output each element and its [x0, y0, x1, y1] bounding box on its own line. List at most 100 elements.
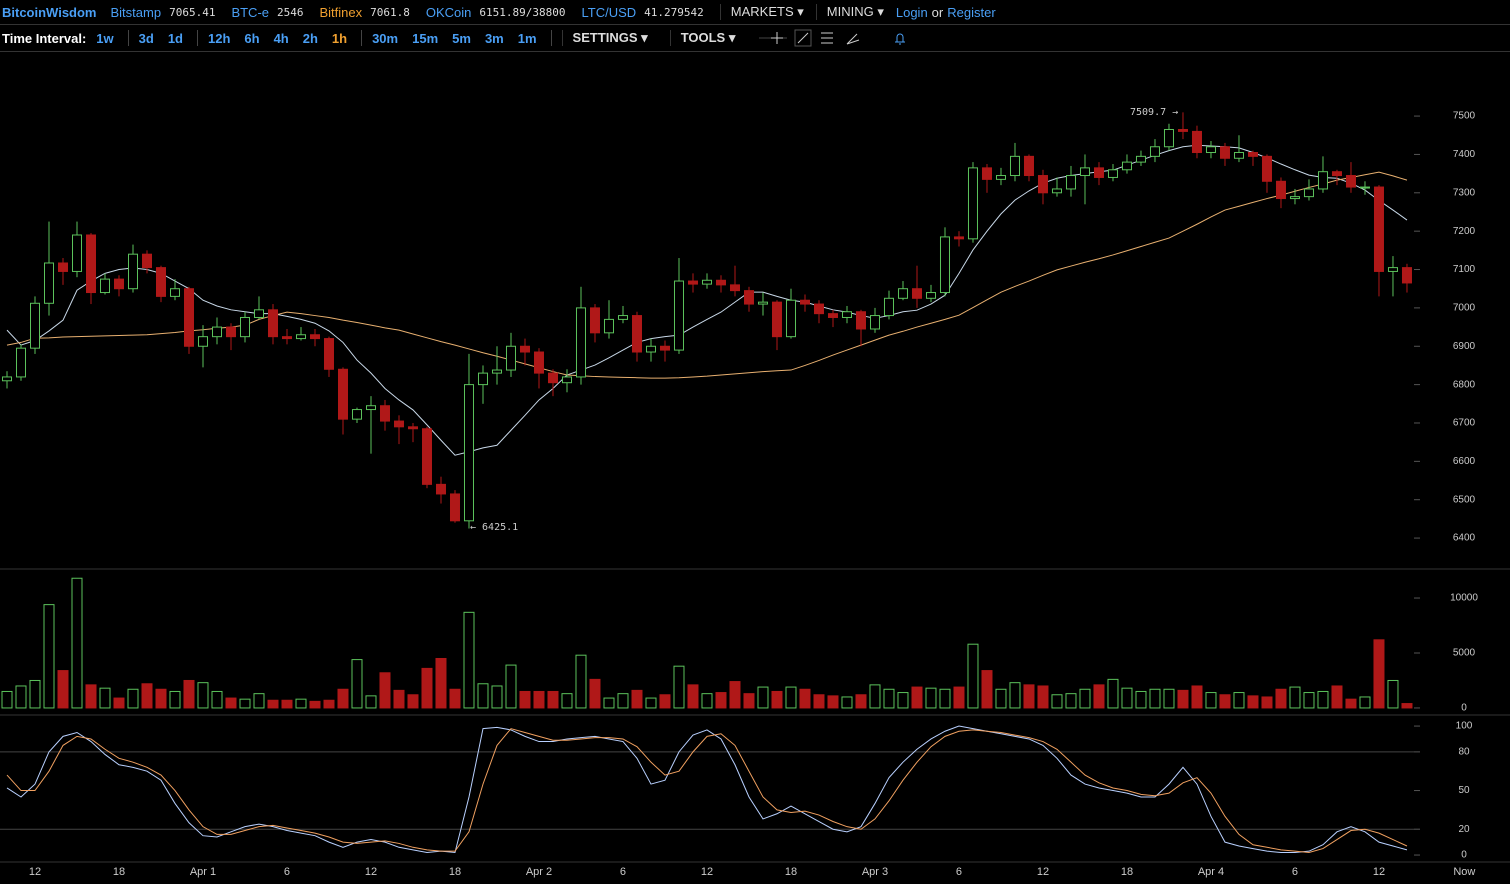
candle-body: [1289, 196, 1300, 200]
candle-body: [1023, 155, 1034, 177]
candle-body: [603, 318, 614, 334]
candle-body: [1177, 128, 1188, 132]
candle-body: [323, 338, 334, 370]
volume-bar: [141, 683, 153, 709]
candle-body: [1079, 167, 1090, 177]
volume-bar: [379, 672, 391, 709]
tools-menu[interactable]: TOOLS ▾: [669, 30, 735, 46]
interval-button[interactable]: 3d: [138, 30, 154, 46]
volume-bar: [225, 697, 237, 709]
candle-body: [1247, 152, 1258, 157]
y-tick-label: 80: [1458, 746, 1470, 757]
interval-button[interactable]: 30m: [372, 30, 399, 46]
ticker-name[interactable]: BTC-e: [231, 4, 269, 20]
volume-bar: [827, 695, 839, 709]
y-tick-label: 7200: [1453, 226, 1476, 237]
volume-bar: [421, 667, 433, 709]
candle-body: [1387, 267, 1398, 272]
interval-button[interactable]: 5m: [452, 30, 471, 46]
volume-bar: [295, 698, 307, 709]
x-tick-label: 18: [785, 866, 797, 878]
interval-button[interactable]: 3m: [484, 30, 504, 46]
x-tick-label: 6: [620, 866, 626, 878]
candle-body: [1359, 186, 1370, 189]
volume-bar: [491, 685, 503, 709]
volume-bar: [561, 693, 573, 709]
volume-bar: [1303, 692, 1315, 709]
volume-bar: [393, 689, 405, 709]
login-link[interactable]: Login: [895, 4, 928, 20]
candle-body: [687, 280, 698, 285]
interval-button[interactable]: 1m: [517, 30, 537, 46]
candle-body: [1275, 180, 1286, 200]
interval-button[interactable]: 4h: [273, 30, 289, 46]
volume-bar: [435, 657, 447, 709]
ticker-price: 41.279542: [644, 5, 704, 19]
y-tick-label: 100: [1456, 721, 1473, 732]
candle-body: [771, 301, 782, 338]
x-tick-label: 12: [1373, 866, 1385, 878]
volume-bar: [323, 699, 335, 709]
candle-body: [561, 376, 572, 384]
candle-body: [43, 262, 54, 304]
candle-body: [1205, 146, 1216, 154]
menu[interactable]: MARKETS ▾: [719, 4, 804, 20]
volume-bar: [505, 664, 517, 709]
candle-body: [435, 483, 446, 495]
candle-body: [519, 345, 530, 353]
candle-body: [827, 313, 838, 318]
y-tick-label: 0: [1461, 850, 1467, 861]
or-text: or: [931, 4, 944, 20]
candle-body: [1261, 155, 1272, 182]
interval-button[interactable]: 6h: [244, 30, 260, 46]
volume-bar: [127, 688, 139, 709]
y-tick-label: 6400: [1453, 533, 1476, 544]
menu[interactable]: MINING ▾: [815, 4, 884, 20]
candle-body: [715, 279, 726, 286]
candle-body: [1373, 186, 1384, 272]
x-tick-label: Apr 4: [1198, 866, 1224, 878]
separator: [127, 30, 129, 46]
settings-menu[interactable]: SETTINGS ▾: [561, 30, 648, 46]
interval-button[interactable]: 2h: [302, 30, 318, 46]
volume-bar: [911, 686, 923, 709]
x-tick-label: 6: [956, 866, 962, 878]
volume-bar: [883, 688, 895, 709]
volume-bar: [239, 698, 251, 709]
y-tick-label: 6500: [1453, 494, 1476, 505]
volume-bar: [1107, 678, 1119, 709]
candle-body: [141, 253, 152, 269]
interval-button[interactable]: 1h: [331, 30, 348, 46]
volume-bar: [1191, 685, 1203, 709]
candle-body: [701, 279, 712, 285]
register-link[interactable]: Register: [947, 4, 996, 20]
volume-bar: [1317, 690, 1329, 709]
interval-button[interactable]: 15m: [412, 30, 439, 46]
x-tick-label: 12: [1037, 866, 1049, 878]
volume-bar: [1219, 694, 1231, 709]
candle-body: [309, 334, 320, 340]
drawing-tools[interactable]: [757, 28, 917, 48]
volume-bar: [1065, 693, 1077, 709]
y-tick-label: 6800: [1453, 379, 1476, 390]
interval-button[interactable]: 12h: [207, 30, 231, 46]
ticker-name[interactable]: LTC/USD: [581, 4, 637, 20]
chart: 6400650066006700680069007000710072007300…: [0, 107, 1510, 878]
volume-bar: [309, 700, 321, 709]
interval-button[interactable]: 1w: [96, 30, 114, 46]
candle-body: [1163, 128, 1174, 148]
ticker-name[interactable]: Bitstamp: [110, 4, 162, 20]
candle-body: [393, 420, 404, 428]
volume-bar: [463, 611, 475, 709]
ticker-name[interactable]: Bitfinex: [319, 4, 363, 20]
candle-body: [799, 299, 810, 305]
x-tick-label: 12: [29, 866, 41, 878]
ticker-name[interactable]: OKCoin: [425, 4, 472, 20]
candle-body: [379, 405, 390, 422]
volume-bar: [939, 688, 951, 709]
volume-bar: [351, 659, 363, 709]
interval-button[interactable]: 1d: [167, 30, 183, 46]
brand[interactable]: BitcoinWisdom: [2, 4, 97, 20]
volume-bar: [99, 687, 111, 709]
candle-body: [169, 288, 180, 297]
